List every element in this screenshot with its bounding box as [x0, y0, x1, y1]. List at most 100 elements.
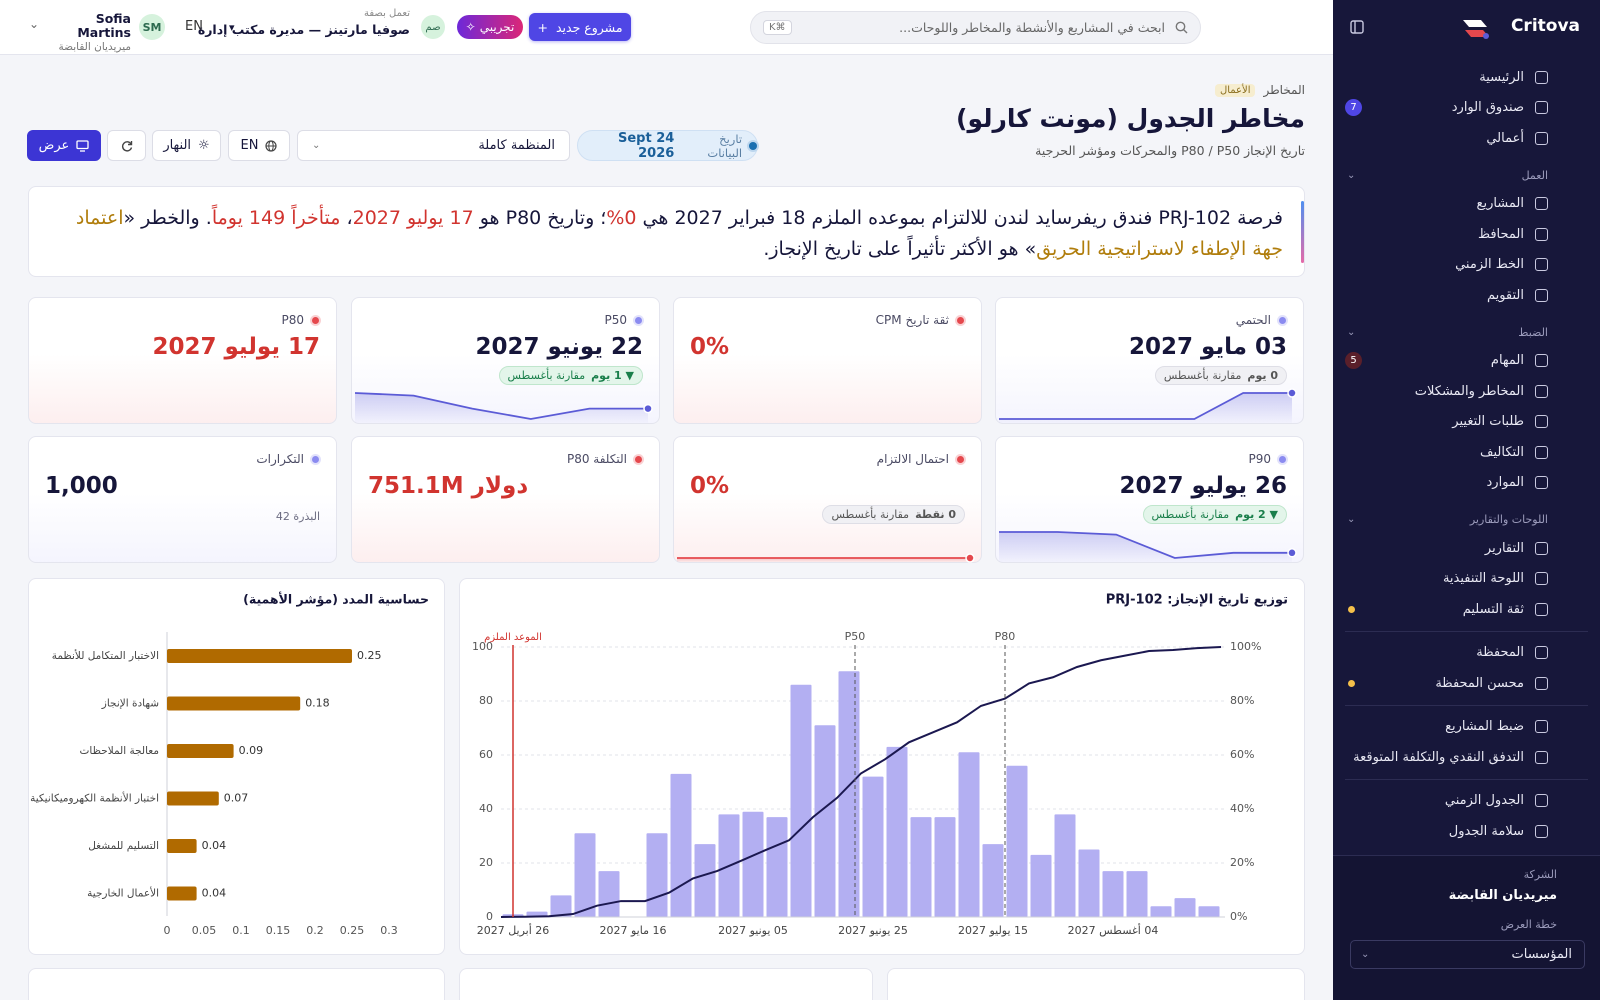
nav-label: ضبط المشاريع	[1445, 719, 1524, 735]
plus-icon: +	[537, 19, 548, 35]
nav-icon	[1535, 288, 1548, 302]
user-menu-chevron[interactable]: ⌄	[29, 17, 40, 31]
nav-section[interactable]: اللوحات والتقارير ⌄	[1333, 506, 1600, 533]
acting-chevron[interactable]: ▾	[229, 21, 235, 34]
language-switch[interactable]: EN	[185, 19, 203, 34]
kpi-dot	[1279, 316, 1286, 324]
nav-label: المحفظة	[1476, 645, 1524, 661]
plan-select[interactable]: المؤسسات ⌄	[1350, 940, 1585, 969]
language-button[interactable]: EN	[228, 130, 290, 161]
distribution-panel	[459, 578, 1305, 955]
nav-item[interactable]: سلامة الجدول	[1345, 816, 1588, 847]
nav-label: التقويم	[1486, 287, 1524, 303]
delta-amount: ▼ 1 يوم	[591, 369, 634, 382]
chevron: ⌄	[1361, 949, 1370, 960]
kpi-label: احتمال الالتزام	[876, 452, 949, 466]
delta-text: مقارنة بأغسطس	[1151, 508, 1230, 521]
nav-item[interactable]: الرئيسية	[1333, 62, 1600, 93]
kpi-delta: 0 يوم مقارنة بأغسطس	[1154, 366, 1287, 385]
collapse-button[interactable]	[1350, 20, 1364, 34]
kpi-card: P90 26 يوليو 2027 ▼ 2 يوم مقارنة بأغسطس	[995, 436, 1304, 563]
nav-item[interactable]: المحفظة	[1345, 638, 1588, 669]
nav-item[interactable]: اللوحة التنفيذية	[1333, 564, 1600, 595]
refresh-button[interactable]	[107, 130, 146, 161]
nav-item[interactable]: التقارير	[1333, 533, 1600, 564]
nav-group: الجدول الزمني سلامة الجدول	[1345, 778, 1588, 847]
breadcrumb: المخاطر الأعمال	[1214, 83, 1305, 97]
breadcrumb-item[interactable]: المخاطر	[1263, 83, 1305, 97]
kpi-delta: 0 نقطة مقارنة بأغسطس	[822, 505, 965, 524]
accent-bar	[1301, 201, 1304, 263]
new-project-button[interactable]: مشروع جديد +	[529, 13, 631, 41]
breadcrumb-tag: الأعمال	[1214, 83, 1256, 97]
kpi-card: P80 17 يوليو 2027	[28, 297, 337, 424]
brand-name: Critova	[1510, 16, 1580, 36]
search-box[interactable]: ابحث في المشاريع والأنشطة والمخاطر واللو…	[750, 11, 1201, 44]
nav-dot	[1348, 605, 1355, 613]
user-block[interactable]: Sofia Martins ميريديان القابضة	[40, 12, 131, 54]
chevron: ⌄	[312, 140, 321, 151]
nav-icon	[1535, 602, 1548, 616]
nav-item[interactable]: المهام 5	[1333, 346, 1600, 377]
narrative-segment: ،	[340, 207, 353, 229]
page-subtitle: تاريخ الإنجاز P80 / P50 والمحركات ومؤشر …	[1035, 143, 1305, 158]
nav-item[interactable]: الخط الزمني	[1333, 250, 1600, 281]
kpi-note: البذرة 42	[275, 510, 320, 523]
nav-label: التكاليف	[1480, 444, 1524, 460]
kpi-label: التكلفة P80	[566, 452, 627, 466]
acting-as[interactable]: تعمل بصفة صوفيا مارتينز — مديرة مكتب إدا…	[197, 8, 410, 37]
nav-item[interactable]: التكاليف	[1333, 437, 1600, 468]
kpi-value: 751.1M دولار	[368, 473, 529, 499]
globe-icon	[265, 139, 278, 152]
nav-item[interactable]: التقويم	[1333, 280, 1600, 311]
nav-label: صندوق الوارد	[1451, 100, 1524, 116]
nav-group: الرئيسية صندوق الوارد 7 أعمالي	[1333, 62, 1600, 154]
nav-section[interactable]: الضبط ⌄	[1333, 319, 1600, 346]
kpi-label-row: ثقة تاريخ CPM	[876, 313, 964, 327]
nav-icon	[1535, 720, 1548, 734]
panel	[887, 968, 1305, 1000]
nav-item[interactable]: ضبط المشاريع	[1345, 712, 1588, 743]
nav-section[interactable]: العمل ⌄	[1333, 162, 1600, 189]
delta-text: مقارنة بأغسطس	[831, 508, 910, 521]
kpi-label-row: التكرارات	[256, 452, 319, 466]
nav-item[interactable]: صندوق الوارد 7	[1333, 93, 1600, 124]
nav-badge: 7	[1345, 99, 1362, 117]
nav-item[interactable]: المحافظ	[1333, 219, 1600, 250]
nav-item[interactable]: طلبات التغيير	[1333, 407, 1600, 438]
nav-item[interactable]: الموارد	[1333, 468, 1600, 499]
page-title: مخاطر الجدول (مونت كارلو)	[956, 104, 1305, 133]
nav-item[interactable]: المخاطر والمشكلات	[1333, 376, 1600, 407]
nav-label: سلامة الجدول	[1448, 823, 1524, 839]
nav-section-title: العمل	[1521, 168, 1548, 182]
theme-text: النهار	[163, 138, 192, 153]
kpi-value: 22 يونيو 2027	[475, 334, 643, 360]
kpi-label-row: التكلفة P80	[567, 452, 642, 466]
kpi-label: التكرارات	[256, 452, 304, 466]
nav-item[interactable]: التدفق النقدي والتكلفة المتوقعة	[1345, 742, 1588, 773]
view-text: عرض	[38, 138, 70, 153]
narrative-segment: ؛ وتاريخ P80 هو	[473, 207, 607, 229]
nav-group: اللوحات والتقارير ⌄ التقارير اللوحة التنفيذ…	[1333, 506, 1600, 625]
view-button[interactable]: عرض	[27, 130, 101, 161]
user-name: Sofia Martins	[77, 11, 131, 40]
acting-name: صوفيا مارتينز — مديرة مكتب إدارة	[197, 22, 410, 37]
delta-amount: 0 يوم	[1247, 369, 1278, 382]
nav-item[interactable]: محسن المحفظة	[1345, 668, 1588, 699]
demo-badge[interactable]: تجريبي ✧	[457, 15, 523, 39]
kpi-value: 1,000	[45, 473, 118, 499]
nav-item[interactable]: أعمالي	[1333, 123, 1600, 154]
nav-item[interactable]: ثقة التسليم	[1333, 594, 1600, 625]
plan-value: المؤسسات	[1511, 947, 1573, 962]
theme-button[interactable]: ☼ النهار	[152, 130, 221, 161]
topbar: ⌄ Sofia Martins ميريديان القابضة SM EN ▾…	[0, 0, 1333, 55]
nav-dot	[1348, 679, 1355, 687]
scope-select[interactable]: المنظمة كاملة ⌄	[297, 130, 570, 161]
nav-item[interactable]: المشاريع	[1333, 189, 1600, 220]
sun-icon: ☼	[198, 138, 210, 153]
nav-label: أعمالي	[1486, 130, 1524, 146]
sparkle-icon: ✧	[465, 20, 476, 34]
sidebar: Critova الرئيسية صندوق الوارد 7 أعمالي العمل…	[1333, 0, 1600, 1000]
user-avatar[interactable]: SM	[139, 14, 165, 40]
nav-item[interactable]: الجدول الزمني	[1345, 786, 1588, 817]
